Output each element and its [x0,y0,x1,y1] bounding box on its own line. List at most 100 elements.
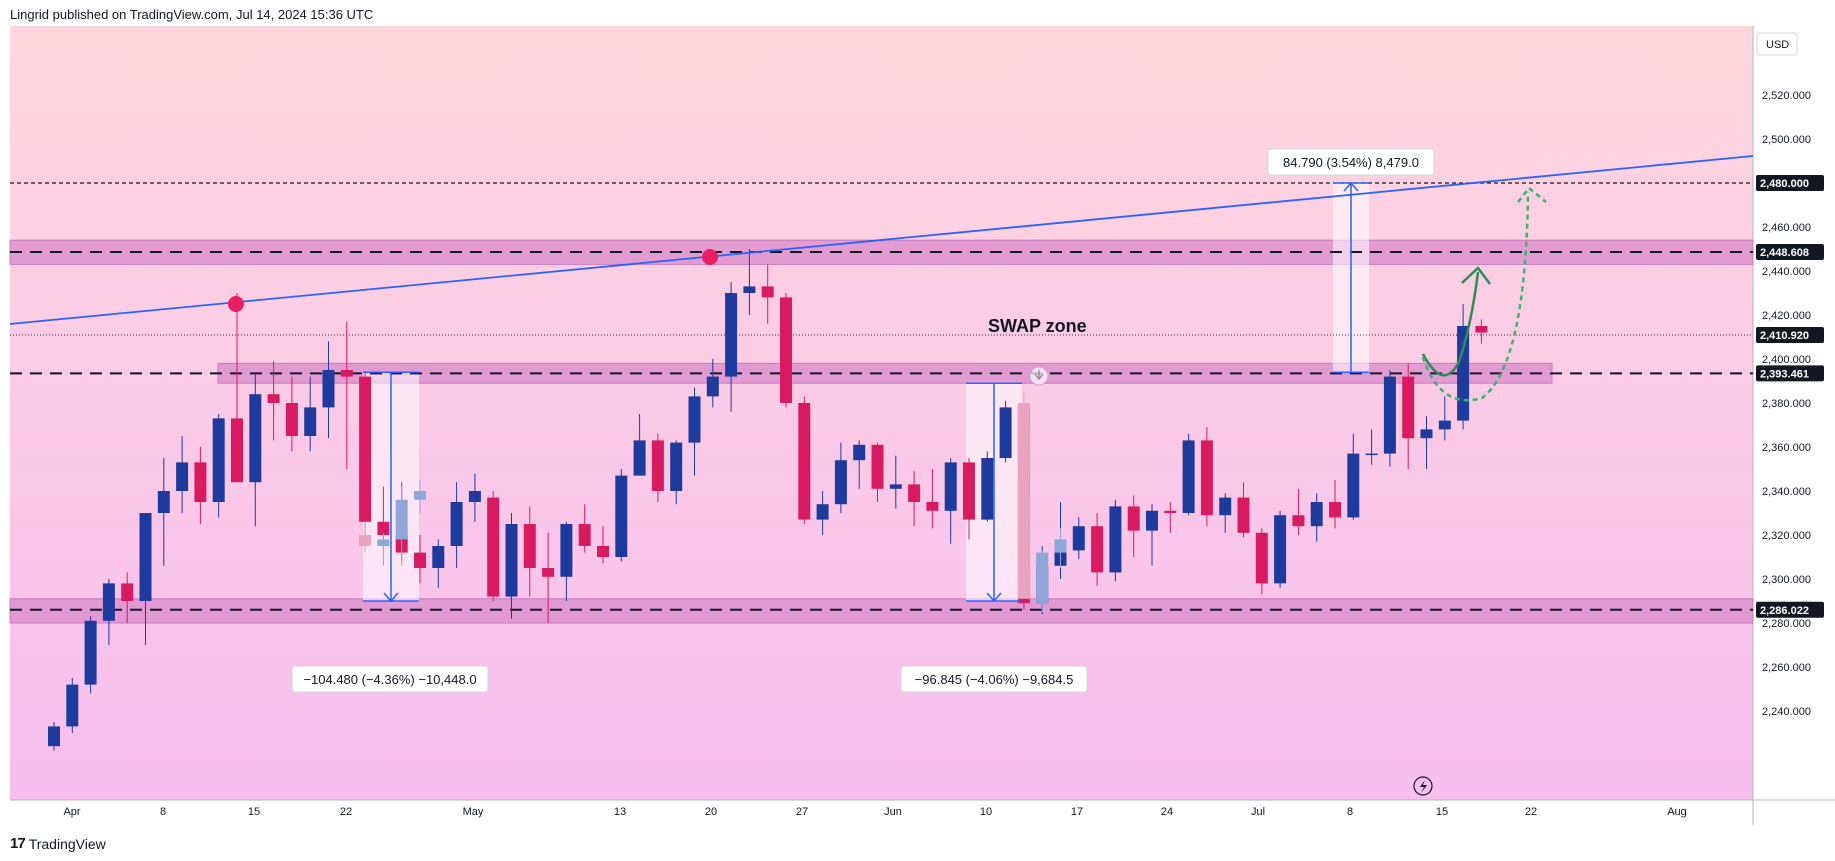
projection-arrow-solid [1421,271,1480,377]
candle-body [1438,420,1451,430]
projection-arrow-solid-head [1461,266,1491,285]
candle-body [1347,453,1360,518]
candle-body [194,462,207,502]
y-tick-label: 2,240.000 [1762,706,1811,718]
candle-body [560,524,573,577]
candle-body [1475,326,1488,333]
measure-arrow-head [986,592,1002,603]
lightning-icon[interactable] [1413,776,1433,796]
price-tag-text: 2,480.000 [1760,178,1809,190]
candle-body [1091,526,1104,573]
candle-body [523,524,536,568]
candle-body [816,504,829,520]
candle-body [908,484,921,502]
candle-body [871,444,884,489]
candle-body [1274,515,1287,584]
candle-body [633,440,646,476]
x-axis: Apr 8 15 22 May 13 20 27 Jun 10 17 24 Jul 8 15 22 Aug [63,806,1686,818]
candle-body [780,297,792,403]
candle-body [889,484,902,489]
y-axis: USD 2,520.000 2,500.000 2,480.000 2,460.000 2… [1756,32,1824,718]
y-tick-label: 2,320.000 [1762,530,1811,542]
measure-label-box [1267,148,1435,176]
candle-body [926,502,939,511]
candle-body [102,583,115,621]
price-tag-text: 2,410.920 [1760,330,1809,342]
candle-body [542,568,555,577]
candle-body [1109,506,1122,573]
candle-body [798,403,811,520]
plot-background [10,26,1753,800]
x-tick-label: 15 [1436,806,1448,818]
candle-body [377,521,390,535]
candle-body [743,286,756,293]
swap-zone-label: SWAP zone [988,316,1087,336]
candle-body [963,462,975,520]
y-tick-label: 2,380.000 [1762,398,1811,410]
candle-body [1164,510,1177,513]
candle-body [1017,403,1030,599]
currency-box[interactable] [1756,32,1798,56]
candle-body [487,497,500,597]
y-tick-label: 2,500.000 [1762,134,1811,146]
candle-body [139,513,152,601]
overlays-layer: −104.480 (−4.36%) −10,448.0 −96.845 (−4.0… [9,148,1754,796]
candle-body [834,460,847,505]
candle-body [377,539,390,546]
candle-body [944,462,957,511]
arrow-down-glyph [1034,370,1044,381]
y-tick-label: 2,400.000 [1762,354,1811,366]
x-tick-label: 13 [614,806,626,818]
candle-body [249,394,262,483]
x-tick-label: 22 [340,806,352,818]
pivot-point [702,249,718,265]
brand-name: TradingView [28,835,106,852]
candle-body [1127,506,1140,531]
candle-body [1054,539,1067,553]
y-tick-label: 2,340.000 [1762,486,1811,498]
candle-body [84,620,97,685]
candle-body [688,396,701,443]
candle-body [1146,510,1158,531]
candle-body [999,407,1012,458]
x-tick-label: May [463,806,484,818]
candle-body [1255,532,1268,584]
price-tag [1756,326,1824,343]
candle-body [706,376,719,397]
candle-body [1237,497,1250,533]
measure-label: −96.845 (−4.06%) −9,684.5 [915,672,1074,687]
candle-body [1365,453,1378,456]
measure-label: 84.790 (3.54%) 8,479.0 [1283,155,1419,170]
candle-body [981,458,994,520]
candle-body [1329,502,1341,518]
tradingview-brand[interactable]: 17 TradingView [10,835,106,852]
x-tick-label: Jul [1251,806,1265,818]
y-tick-label: 2,520.000 [1762,90,1811,102]
candles-layer [48,249,1488,751]
candle-body [1383,376,1396,454]
measure-label: −104.480 (−4.36%) −10,448.0 [303,672,476,687]
candle-body [121,583,134,601]
x-tick-label: 24 [1161,806,1173,818]
measure-label-box [291,665,489,693]
candle-body [1036,552,1049,604]
x-tick-label: 17 [1071,806,1083,818]
candle-body [468,491,481,502]
candle-body [231,418,243,483]
candle-body [1420,429,1433,439]
candle-body [395,499,408,540]
candle-body [853,444,866,461]
candle-body [157,491,170,513]
candle-body [1219,497,1232,516]
candle-body [267,394,280,403]
candle-body [1072,526,1085,551]
candle-body [1402,376,1415,439]
y-tick-label: 2,280.000 [1762,618,1811,630]
x-tick-label: Aug [1667,806,1687,818]
candle-body [66,684,79,727]
y-tick-label: 2,440.000 [1762,266,1811,278]
candle-body [359,376,372,522]
candle-body [725,293,738,377]
candle-body [1457,326,1470,421]
